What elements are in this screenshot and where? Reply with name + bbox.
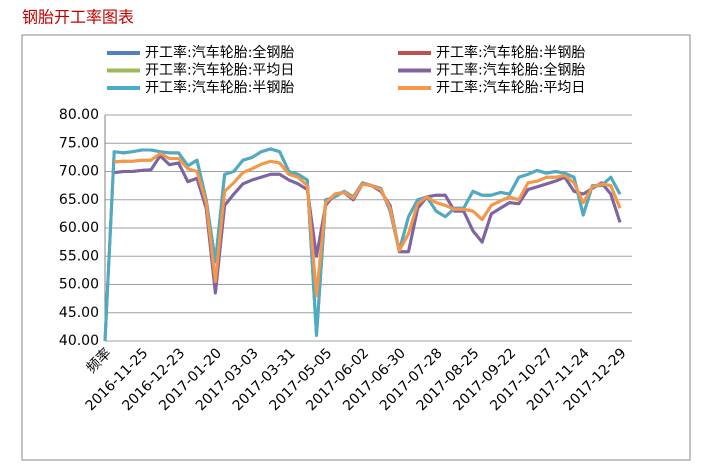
y-tick-label: 75.00 [59,135,99,151]
legend-label: 开工率:汽车轮胎:平均日 [436,79,585,96]
y-tick-label: 55.00 [59,248,99,264]
legend-label: 开工率:汽车轮胎:平均日 [145,62,294,79]
y-tick-label: 60.00 [59,220,99,236]
y-tick-label: 80.00 [59,107,99,123]
legend-label: 开工率:汽车轮胎:全钢胎 [145,44,294,61]
y-tick-label: 50.00 [59,277,99,293]
legend-label: 开工率:汽车轮胎:半钢胎 [436,44,585,61]
series-line [114,154,622,295]
y-tick-label: 70.00 [59,164,99,180]
series-line [114,151,622,298]
chart-title: 钢胎开工率图表 [22,8,134,27]
series-line [114,154,622,295]
y-tick-label: 65.00 [59,192,99,208]
chart-border [21,34,691,461]
y-tick-label: 40.00 [59,333,99,349]
legend-label: 开工率:汽车轮胎:半钢胎 [145,79,294,96]
series-line [114,151,622,298]
x-tick-label: 频率 [83,345,115,377]
y-tick-label: 45.00 [59,305,99,321]
legend-label: 开工率:汽车轮胎:全钢胎 [436,62,585,79]
